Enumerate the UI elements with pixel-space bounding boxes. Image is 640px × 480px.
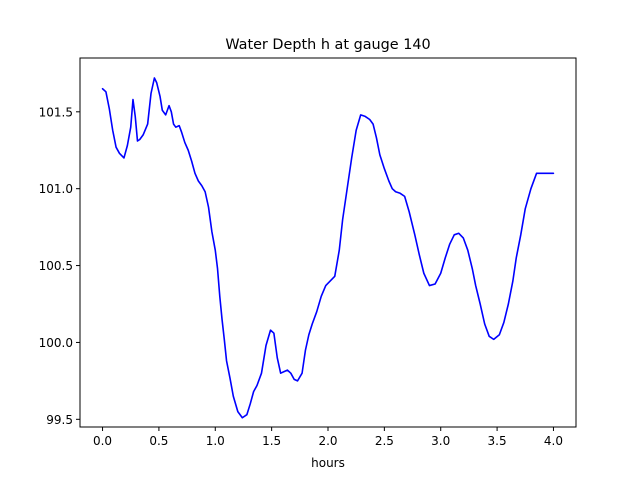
x-tick-label: 1.0 <box>206 434 225 448</box>
y-tick-label: 99.5 <box>46 413 73 427</box>
y-tick-label: 100.5 <box>39 259 73 273</box>
y-tick-label: 100.0 <box>39 336 73 350</box>
plot-area <box>101 77 555 419</box>
x-tick-label: 3.5 <box>488 434 507 448</box>
x-axis-label: hours <box>311 456 345 470</box>
y-tick-label: 101.5 <box>39 105 73 119</box>
series-line-0 <box>101 77 555 419</box>
axes: 0.0 0.5 1.0 1.5 2.0 2.5 3.0 3.5 4.0 99.5 100.0 100.… <box>39 57 577 448</box>
x-tick-label: 2.0 <box>318 434 337 448</box>
chart-title: Water Depth h at gauge 140 <box>225 37 430 53</box>
x-tick-label: 0.5 <box>149 434 168 448</box>
x-tick-label: 4.0 <box>544 434 563 448</box>
y-tick-label: 101.0 <box>39 182 73 196</box>
x-tick-label: 0.0 <box>93 434 112 448</box>
x-tick-label: 1.5 <box>262 434 281 448</box>
x-tick-label: 2.5 <box>375 434 394 448</box>
x-tick-label: 3.0 <box>431 434 450 448</box>
